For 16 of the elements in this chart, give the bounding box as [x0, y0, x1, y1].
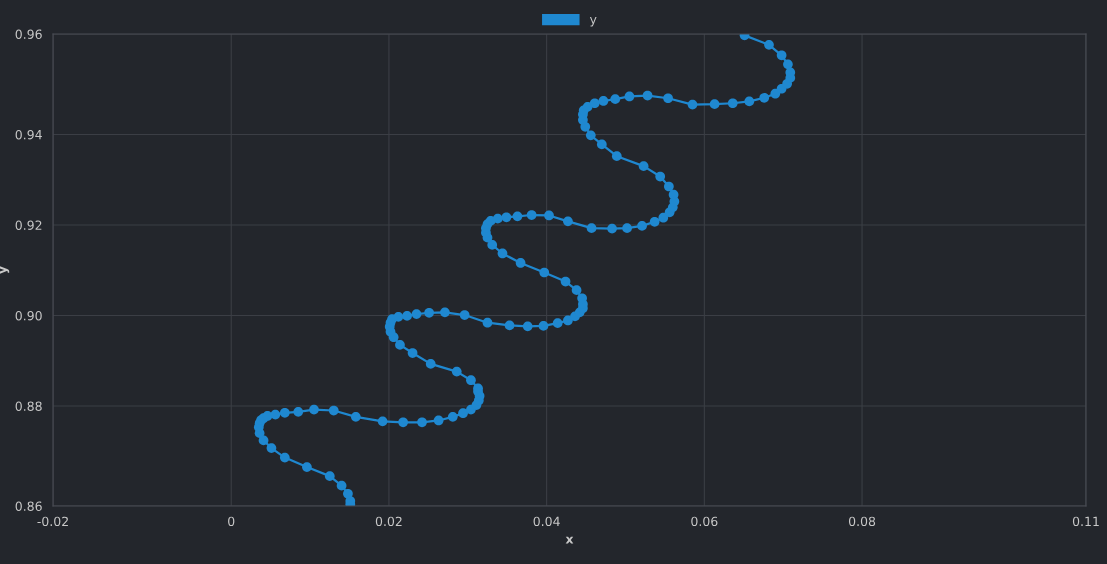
y-tick-label: 0.90: [15, 310, 42, 321]
y-tick-label: 0.86: [15, 501, 42, 511]
y-axis-title: y: [0, 266, 10, 274]
y-tick-label: 0.88: [15, 401, 42, 411]
x-tick-label: -0.02: [37, 516, 68, 527]
x-tick-label: 0.06: [691, 516, 718, 527]
x-tick-label: 0.02: [375, 516, 402, 527]
x-tick-label: 0.04: [533, 516, 560, 527]
x-axis-title: x: [565, 536, 574, 544]
x-tick-label: 0.11: [1072, 516, 1099, 527]
y-tick-label: 0.94: [15, 129, 42, 140]
y-tick-label: 0.92: [15, 220, 42, 230]
x-tick-label: 0: [228, 516, 235, 527]
legend-label: y: [589, 17, 597, 27]
x-tick-label: 0.08: [848, 516, 876, 527]
y-tick-label: 0.96: [15, 29, 42, 39]
